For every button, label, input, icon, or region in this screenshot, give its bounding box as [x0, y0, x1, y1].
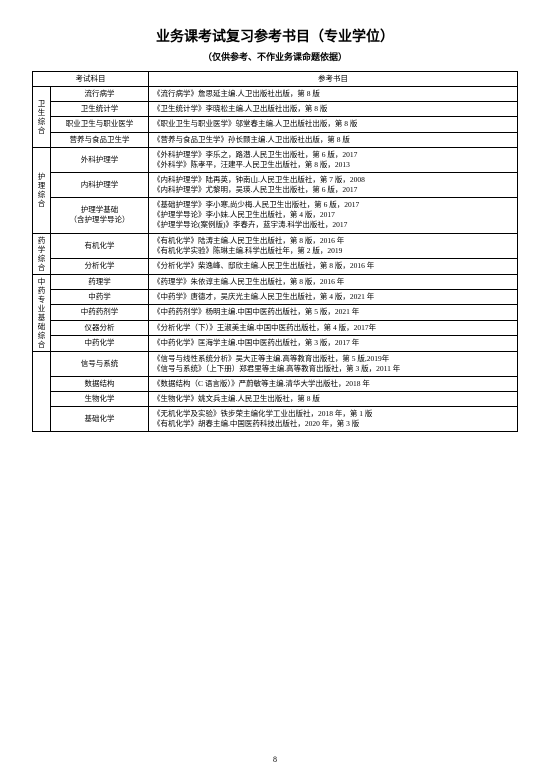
- subject-cell: 分析化学: [51, 259, 149, 274]
- reference-cell: 《有机化学》陆涛主编.人民卫生出版社，第 8 版，2016 年 《有机化学实验》…: [149, 233, 518, 259]
- reference-cell: 《中药药剂学》杨明主编.中国中医药出版社，第 5 版，2021 年: [149, 305, 518, 320]
- subject-cell: 信号与系统: [51, 351, 149, 376]
- table-row: 卫 生 综 合流行病学《流行病学》詹思延主编.人卫出版社出版，第 8 版: [33, 87, 518, 102]
- table-row: 卫生统计学《卫生统计学》李晓松主编.人卫出版社出版，第 8 版: [33, 102, 518, 117]
- reference-cell: 《中药化学》匡海学主编.中国中医药出版社，第 3 版，2017 年: [149, 336, 518, 351]
- reference-cell: 《营养与食品卫生学》孙长颢主编.人卫出版社出版，第 8 版: [149, 132, 518, 147]
- reference-cell: 《药理学》朱依谆主编.人民卫生出版社，第 8 版，2016 年: [149, 274, 518, 289]
- table-row: 内科护理学《内科护理学》陆再英，钟南山.人民卫生出版社，第 7 版，2008 《…: [33, 172, 518, 197]
- table-row: 中 药 专 业 基 础 综 合药理学《药理学》朱依谆主编.人民卫生出版社，第 8…: [33, 274, 518, 289]
- subject-cell: 生物化学: [51, 391, 149, 406]
- table-row: 护理学基础 （含护理学导论）《基础护理学》李小寒,尚少梅.人民卫生出版社，第 6…: [33, 198, 518, 233]
- reference-cell: 《卫生统计学》李晓松主编.人卫出版社出版，第 8 版: [149, 102, 518, 117]
- subject-cell: 外科护理学: [51, 147, 149, 172]
- reference-cell: 《信号与线性系统分析》吴大正等主编.高等教育出版社，第 5 版,2019年 《信…: [149, 351, 518, 376]
- reference-cell: 《分析化学》柴逸峰、邸欣主编.人民卫生出版社，第 8 版，2016 年: [149, 259, 518, 274]
- reference-table: 考试科目 参考书目 卫 生 综 合流行病学《流行病学》詹思延主编.人卫出版社出版…: [32, 71, 518, 432]
- subject-cell: 职业卫生与职业医学: [51, 117, 149, 132]
- subject-cell: 基础化学: [51, 407, 149, 432]
- table-row: 数据结构《数据结构（C 语言版）》严蔚敏等主编.清华大学出版社，2018 年: [33, 376, 518, 391]
- reference-cell: 《中药学》唐德才，吴庆光主编.人民卫生出版社，第 4 版，2021 年: [149, 289, 518, 304]
- reference-cell: 《无机化学及实验》铁步荣主编化学工业出版社，2018 年，第 1 版 《有机化学…: [149, 407, 518, 432]
- subject-cell: 有机化学: [51, 233, 149, 259]
- subject-cell: 内科护理学: [51, 172, 149, 197]
- page-title: 业务课考试复习参考书目（专业学位）: [32, 26, 518, 46]
- table-row: 生物化学《生物化学》姚文兵主编.人民卫生出版社，第 8 版: [33, 391, 518, 406]
- subject-cell: 中药化学: [51, 336, 149, 351]
- table-row: 中药化学《中药化学》匡海学主编.中国中医药出版社，第 3 版，2017 年: [33, 336, 518, 351]
- table-row: 中药学《中药学》唐德才，吴庆光主编.人民卫生出版社，第 4 版，2021 年: [33, 289, 518, 304]
- reference-cell: 《流行病学》詹思延主编.人卫出版社出版，第 8 版: [149, 87, 518, 102]
- table-row: 营养与食品卫生学《营养与食品卫生学》孙长颢主编.人卫出版社出版，第 8 版: [33, 132, 518, 147]
- reference-cell: 《基础护理学》李小寒,尚少梅.人民卫生出版社，第 6 版，2017 《护理学导论…: [149, 198, 518, 233]
- subject-cell: 营养与食品卫生学: [51, 132, 149, 147]
- subject-cell: 数据结构: [51, 376, 149, 391]
- table-row: 中药药剂学《中药药剂学》杨明主编.中国中医药出版社，第 5 版，2021 年: [33, 305, 518, 320]
- subject-cell: 护理学基础 （含护理学导论）: [51, 198, 149, 233]
- subject-cell: 卫生统计学: [51, 102, 149, 117]
- category-cell: 护 理 综 合: [33, 147, 51, 233]
- category-cell: 中 药 专 业 基 础 综 合: [33, 274, 51, 351]
- table-row: 仪器分析《分析化学（下）》王淑美主编.中国中医药出版社，第 4 版，2017年: [33, 320, 518, 335]
- table-row: 基础化学《无机化学及实验》铁步荣主编化学工业出版社，2018 年，第 1 版 《…: [33, 407, 518, 432]
- table-row: 护 理 综 合外科护理学《外科护理学》李乐之，路潜.人民卫生出版社，第 6 版，…: [33, 147, 518, 172]
- header-reference: 参考书目: [149, 72, 518, 87]
- category-cell: 药 学 综 合: [33, 233, 51, 274]
- table-row: 药 学 综 合有机化学《有机化学》陆涛主编.人民卫生出版社，第 8 版，2016…: [33, 233, 518, 259]
- table-row: 分析化学《分析化学》柴逸峰、邸欣主编.人民卫生出版社，第 8 版，2016 年: [33, 259, 518, 274]
- page-number: 8: [0, 755, 550, 764]
- subject-cell: 药理学: [51, 274, 149, 289]
- header-subject: 考试科目: [33, 72, 149, 87]
- table-row: 职业卫生与职业医学《职业卫生与职业医学》邬堂春主编.人卫出版社出版，第 8 版: [33, 117, 518, 132]
- reference-cell: 《生物化学》姚文兵主编.人民卫生出版社，第 8 版: [149, 391, 518, 406]
- reference-cell: 《职业卫生与职业医学》邬堂春主编.人卫出版社出版，第 8 版: [149, 117, 518, 132]
- page-subtitle: （仅供参考、不作业务课命题依据）: [32, 50, 518, 63]
- reference-cell: 《数据结构（C 语言版）》严蔚敏等主编.清华大学出版社，2018 年: [149, 376, 518, 391]
- reference-cell: 《内科护理学》陆再英，钟南山.人民卫生出版社，第 7 版，2008 《内科护理学…: [149, 172, 518, 197]
- subject-cell: 流行病学: [51, 87, 149, 102]
- subject-cell: 中药学: [51, 289, 149, 304]
- table-row: 信号与系统《信号与线性系统分析》吴大正等主编.高等教育出版社，第 5 版,201…: [33, 351, 518, 376]
- subject-cell: 仪器分析: [51, 320, 149, 335]
- reference-cell: 《分析化学（下）》王淑美主编.中国中医药出版社，第 4 版，2017年: [149, 320, 518, 335]
- table-header-row: 考试科目 参考书目: [33, 72, 518, 87]
- category-cell: 卫 生 综 合: [33, 87, 51, 148]
- subject-cell: 中药药剂学: [51, 305, 149, 320]
- reference-cell: 《外科护理学》李乐之，路潜.人民卫生出版社，第 6 版，2017 《外科学》陈孝…: [149, 147, 518, 172]
- category-cell: [33, 351, 51, 432]
